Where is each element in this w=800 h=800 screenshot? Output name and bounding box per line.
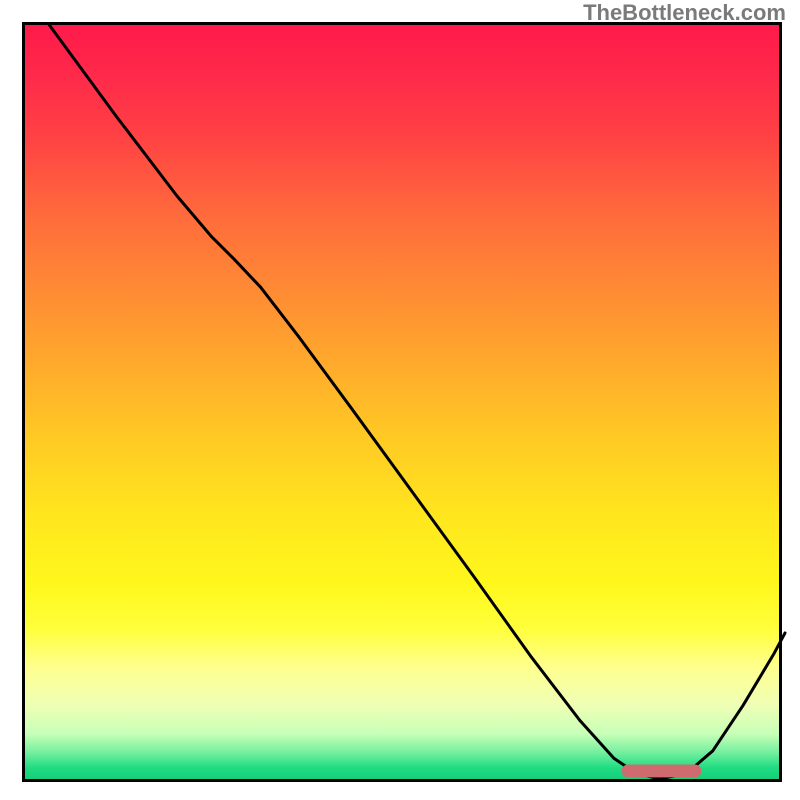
chart-root: TheBottleneck.com <box>0 0 800 800</box>
plot-area <box>22 22 782 782</box>
watermark-text: TheBottleneck.com <box>583 0 786 26</box>
curve-layer <box>25 25 785 785</box>
bottleneck-curve <box>49 25 785 779</box>
sweet-spot-marker <box>622 764 702 777</box>
